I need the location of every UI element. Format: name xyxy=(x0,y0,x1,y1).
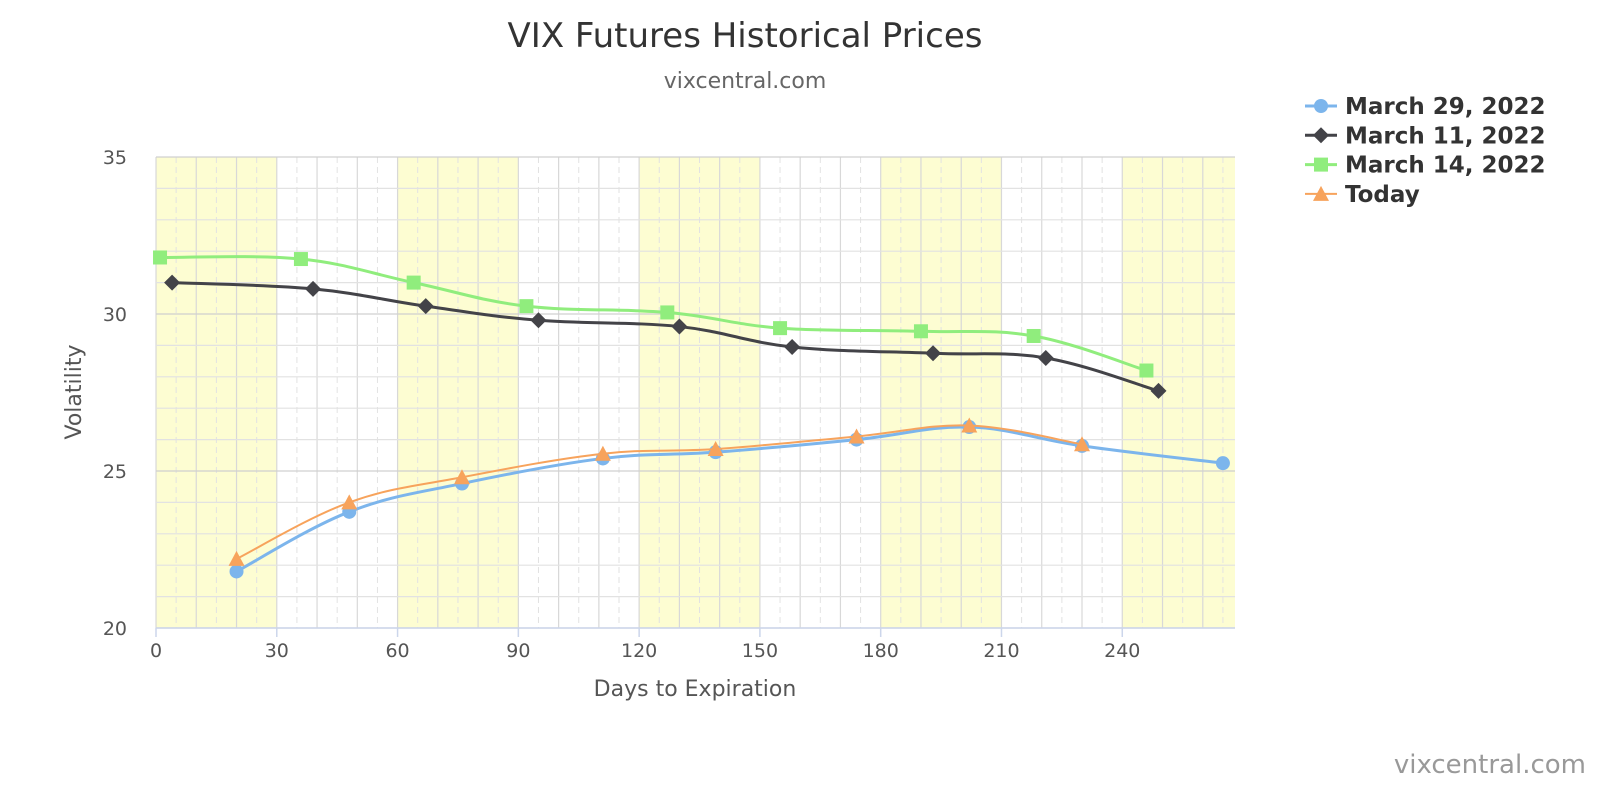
legend[interactable]: March 29, 2022 March 11, 2022 March 14, 20… xyxy=(1305,94,1546,208)
series-group xyxy=(153,250,1230,579)
data-point xyxy=(1074,436,1091,452)
legend-label: March 29, 2022 xyxy=(1345,94,1546,120)
series-1 xyxy=(164,274,1167,399)
data-point xyxy=(594,445,611,461)
grid xyxy=(155,156,1235,629)
y-tick-label: 30 xyxy=(103,304,127,326)
legend-item-1[interactable]: March 11, 2022 xyxy=(1305,123,1546,149)
legend-marker xyxy=(1314,99,1328,113)
legend-label: Today xyxy=(1345,182,1420,208)
data-point xyxy=(1037,349,1054,366)
shaded-bands xyxy=(156,157,1235,628)
x-tick-label: 90 xyxy=(506,640,530,662)
legend-item-0[interactable]: March 29, 2022 xyxy=(1305,94,1546,120)
data-point xyxy=(417,298,434,315)
data-point xyxy=(784,338,801,355)
x-tick-label: 30 xyxy=(265,640,289,662)
legend-marker xyxy=(1313,127,1329,144)
data-point xyxy=(707,441,724,457)
data-point xyxy=(1026,328,1041,343)
series-3 xyxy=(228,417,1091,566)
data-point xyxy=(1150,382,1167,399)
y-tick-label: 25 xyxy=(103,461,127,483)
legend-label: March 11, 2022 xyxy=(1345,123,1546,149)
legend-marker xyxy=(1314,157,1328,172)
data-point xyxy=(153,250,168,265)
data-point xyxy=(671,318,688,335)
x-tick-label: 150 xyxy=(742,640,778,662)
data-point xyxy=(341,494,358,510)
y-tick-label: 20 xyxy=(103,618,127,640)
data-point xyxy=(1139,363,1154,378)
data-point xyxy=(293,252,308,267)
data-point xyxy=(453,469,470,485)
legend-item-2[interactable]: March 14, 2022 xyxy=(1305,153,1546,179)
data-point xyxy=(925,345,942,362)
series-2 xyxy=(153,250,1154,378)
data-point xyxy=(848,428,865,444)
y-tick-label: 35 xyxy=(103,147,127,169)
legend-item-3[interactable]: Today xyxy=(1305,182,1420,208)
series-line xyxy=(236,424,1083,560)
data-point xyxy=(229,564,244,579)
chart-title: VIX Futures Historical Prices xyxy=(508,16,983,56)
x-tick-label: 210 xyxy=(983,640,1019,662)
axes: 0 30 60 90 120 150 180 210 240 20 25 30 35 xyxy=(103,147,1235,662)
credit-link[interactable]: vixcentral.com xyxy=(1394,750,1586,780)
chart-subtitle: vixcentral.com xyxy=(664,69,827,94)
x-tick-label: 180 xyxy=(863,640,899,662)
data-point xyxy=(530,312,547,329)
legend-label: March 14, 2022 xyxy=(1345,153,1546,179)
x-tick-label: 120 xyxy=(621,640,657,662)
data-point xyxy=(406,275,421,290)
x-tick-label: 0 xyxy=(150,640,162,662)
x-tick-label: 240 xyxy=(1104,640,1140,662)
data-point xyxy=(164,274,181,291)
x-tick-label: 60 xyxy=(385,640,409,662)
data-point xyxy=(961,417,978,433)
x-axis-title: Days to Expiration xyxy=(594,677,797,702)
data-point xyxy=(228,550,245,566)
y-axis-title: Volatility xyxy=(62,344,87,439)
legend-marker xyxy=(1313,185,1329,201)
data-point xyxy=(305,280,322,297)
data-point xyxy=(660,305,675,320)
data-point xyxy=(1215,456,1230,471)
shaded-band-4 xyxy=(1122,157,1235,628)
data-point xyxy=(913,324,928,339)
data-point xyxy=(773,321,788,336)
data-point xyxy=(519,299,534,314)
